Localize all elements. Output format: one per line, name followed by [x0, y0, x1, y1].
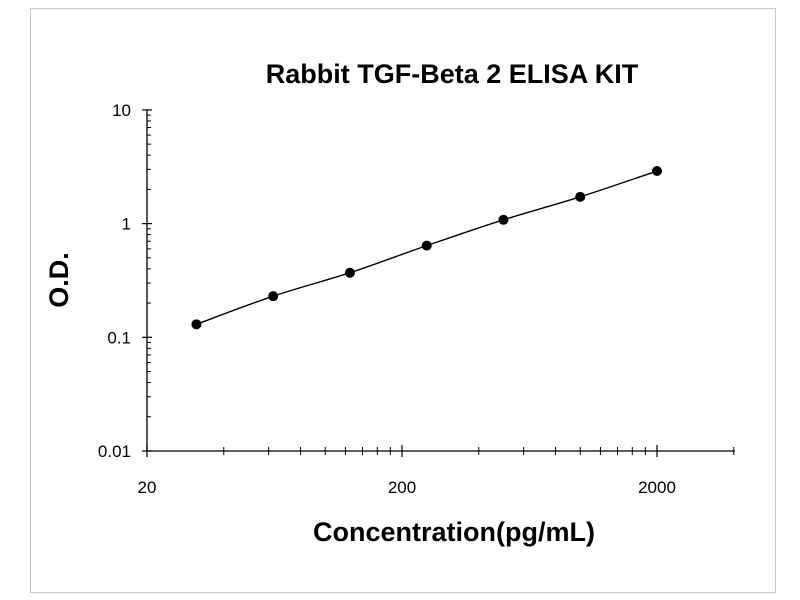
data-point [652, 166, 662, 177]
y-axis-label: O.D. [44, 252, 74, 308]
y-tick-label: 0.01 [98, 442, 131, 461]
data-point [191, 319, 202, 330]
chart-frame [30, 8, 776, 593]
axes: 0.01 0.1 1 10 20 200 2000 [98, 101, 735, 497]
x-tick-label: 20 [138, 478, 157, 497]
x-axis-label: Concentration(pg/mL) [313, 517, 595, 547]
x-tick-label: 200 [388, 478, 416, 497]
data-points [191, 166, 662, 330]
y-tick-label: 1 [122, 215, 131, 234]
chart-title: Rabbit TGF-Beta 2 ELISA KIT [266, 59, 639, 89]
data-point [268, 291, 279, 302]
y-tick-label: 10 [112, 101, 131, 120]
data-point [344, 267, 355, 278]
data-point [421, 240, 432, 251]
y-tick-label: 0.1 [107, 328, 131, 347]
x-tick-label: 2000 [638, 478, 676, 497]
data-point [498, 214, 509, 225]
data-point [575, 191, 586, 202]
